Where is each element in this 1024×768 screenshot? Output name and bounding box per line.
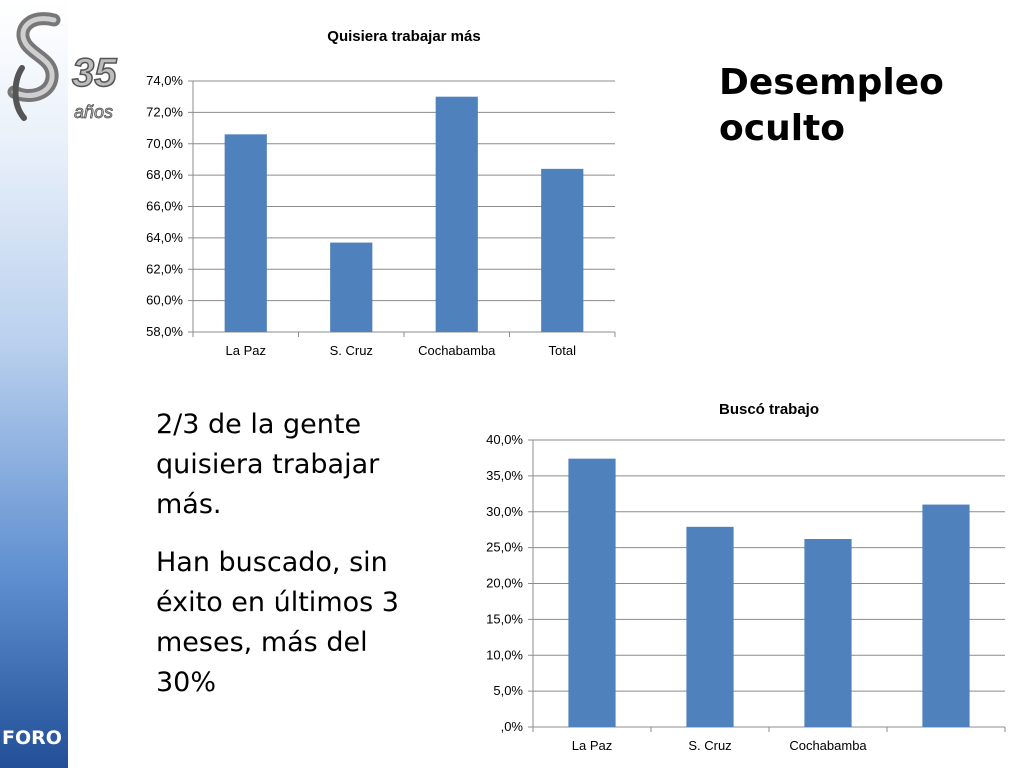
y-tick-label: 5,0%: [493, 683, 523, 698]
x-tick-label: Cochabamba: [418, 343, 496, 358]
y-tick-label: 68,0%: [146, 167, 183, 182]
y-tick-label: 25,0%: [486, 540, 523, 555]
bar: [224, 134, 267, 332]
y-tick-label: 15,0%: [486, 611, 523, 626]
y-tick-label: 74,0%: [146, 73, 183, 88]
chart-quisiera-trabajar: Quisiera trabajar más 58,0% 60,0% 62,0% 64,0…: [146, 28, 616, 358]
x-tick-label: Total: [549, 343, 577, 358]
chart-busco-trabajo: Buscó trabajo ,0% 5,0% 10,0% 15,0% 20,0% 25,0%…: [486, 401, 1006, 753]
y-tick-label: 70,0%: [146, 136, 183, 151]
y-tick-label: 35,0%: [486, 468, 523, 483]
chart-title: Quisiera trabajar más: [327, 28, 480, 45]
bar: [568, 458, 616, 727]
y-tick-label: 62,0%: [146, 261, 183, 276]
y-tick-label: 58,0%: [146, 324, 183, 339]
bar: [686, 526, 734, 727]
y-tick-label: 66,0%: [146, 199, 183, 214]
logo-number: 35: [72, 51, 117, 95]
y-tick-label: 40,0%: [486, 432, 523, 447]
y-tick-label: 64,0%: [146, 230, 183, 245]
x-tick-label: S. Cruz: [688, 738, 731, 753]
y-tick-label: 10,0%: [486, 647, 523, 662]
bar: [922, 504, 970, 727]
x-tick-label: Cochabamba: [789, 738, 867, 753]
y-tick-label: ,0%: [501, 719, 524, 734]
footer-label: FORO: [2, 727, 62, 749]
paragraph-one: 2/3 de la gente quisiera trabajar más.: [156, 409, 380, 520]
page-title: Desempleo oculto: [719, 60, 944, 152]
x-tick-label: La Paz: [572, 738, 612, 753]
chart-title: Buscó trabajo: [719, 401, 819, 418]
x-tick-label: S. Cruz: [330, 343, 373, 358]
bar: [541, 168, 584, 332]
bar: [330, 242, 373, 332]
anniversary-logo: 35 años: [7, 12, 118, 122]
paragraph-two: Han buscado, sin éxito en últimos 3 mese…: [156, 547, 399, 698]
bar: [435, 96, 478, 332]
y-tick-label: 30,0%: [486, 504, 523, 519]
title-line-1: Desempleo: [719, 62, 944, 103]
y-tick-label: 72,0%: [146, 104, 183, 119]
body-text: 2/3 de la gente quisiera trabajar más. H…: [156, 405, 416, 721]
bar: [804, 539, 852, 727]
x-tick-label: La Paz: [226, 343, 266, 358]
title-line-2: oculto: [719, 108, 845, 149]
y-tick-label: 20,0%: [486, 576, 523, 591]
y-tick-label: 60,0%: [146, 293, 183, 308]
sidebar-gradient: [0, 0, 68, 768]
logo-years: años: [74, 102, 113, 122]
